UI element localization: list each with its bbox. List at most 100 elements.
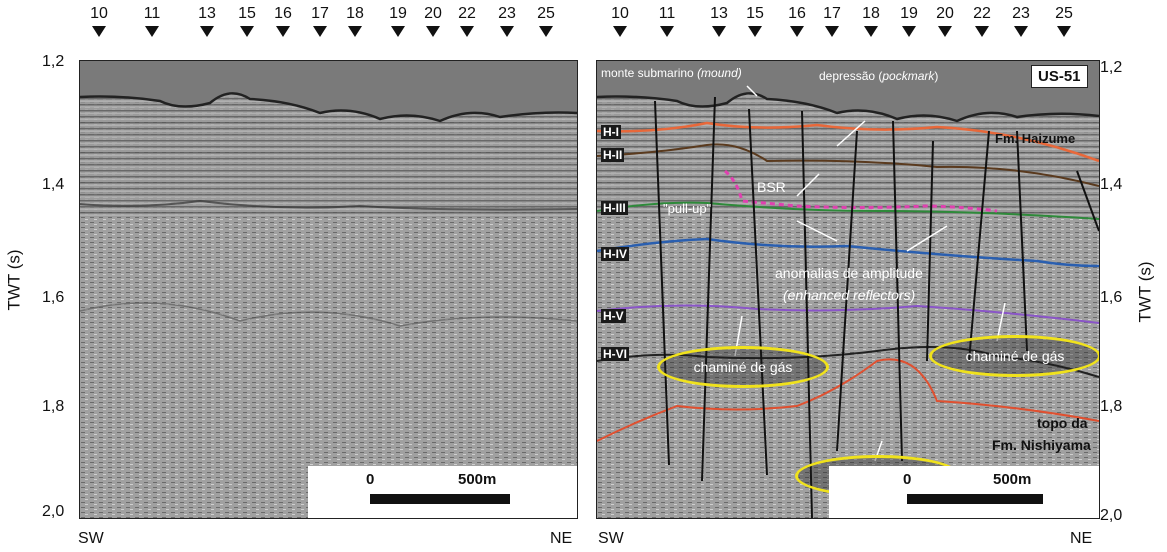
y-tick-right: 1,2 bbox=[1100, 59, 1123, 76]
down-triangle-icon bbox=[276, 26, 290, 37]
down-triangle-icon bbox=[348, 26, 362, 37]
down-triangle-icon bbox=[748, 26, 762, 37]
y-tick-right: 1,4 bbox=[1100, 176, 1123, 193]
horizon-h5 bbox=[597, 304, 1099, 324]
horizon-label: H-III bbox=[601, 201, 628, 215]
annotation-pockmark: depressão (pockmark) bbox=[819, 69, 939, 83]
trace-marker-22: 22 bbox=[962, 4, 1002, 37]
down-triangle-icon bbox=[902, 26, 916, 37]
trace-marker-13: 13 bbox=[699, 4, 739, 37]
scale-zero-label-right: 0 bbox=[903, 471, 912, 488]
horizon-h3 bbox=[597, 201, 1099, 220]
down-triangle-icon bbox=[145, 26, 159, 37]
annotation-bsr: BSR bbox=[757, 179, 786, 195]
direction-sw-left: SW bbox=[78, 530, 104, 547]
trace-marker-18: 18 bbox=[335, 4, 375, 37]
scale-box-left-top bbox=[308, 466, 577, 496]
horizon-label: H-I bbox=[601, 125, 621, 139]
y-tick-left: 1,8 bbox=[42, 398, 65, 415]
trace-marker-15: 15 bbox=[735, 4, 775, 37]
down-triangle-icon bbox=[613, 26, 627, 37]
annotation-enhanced: (enhanced reflectors) bbox=[783, 287, 916, 303]
down-triangle-icon bbox=[460, 26, 474, 37]
down-triangle-icon bbox=[426, 26, 440, 37]
annotation-topo: topo da bbox=[1037, 415, 1088, 431]
trace-marker-13: 13 bbox=[187, 4, 227, 37]
y-axis-title-right: TWT (s) bbox=[1135, 261, 1155, 323]
down-triangle-icon bbox=[1057, 26, 1071, 37]
horizon-label: H-V bbox=[601, 309, 626, 323]
y-tick-right: 1,8 bbox=[1100, 398, 1123, 415]
y-tick-right: 2,0 bbox=[1100, 507, 1123, 524]
horizon-h2 bbox=[597, 143, 1099, 187]
down-triangle-icon bbox=[660, 26, 674, 37]
scale-bar-left bbox=[370, 494, 510, 504]
faults bbox=[654, 96, 1099, 518]
down-triangle-icon bbox=[712, 26, 726, 37]
down-triangle-icon bbox=[864, 26, 878, 37]
y-tick-left: 2,0 bbox=[42, 503, 65, 520]
down-triangle-icon bbox=[92, 26, 106, 37]
down-triangle-icon bbox=[975, 26, 989, 37]
scale-bar-right bbox=[907, 494, 1043, 504]
down-triangle-icon bbox=[938, 26, 952, 37]
trace-marker-11: 11 bbox=[647, 4, 687, 37]
y-axis-title-left: TWT (s) bbox=[4, 249, 24, 311]
trace-marker-18: 18 bbox=[851, 4, 891, 37]
trace-marker-16: 16 bbox=[263, 4, 303, 37]
down-triangle-icon bbox=[200, 26, 214, 37]
direction-ne-right: NE bbox=[1070, 530, 1093, 547]
trace-marker-10: 10 bbox=[600, 4, 640, 37]
horizon-label: H-VI bbox=[601, 347, 629, 361]
trace-marker-10: 10 bbox=[79, 4, 119, 37]
direction-ne-left: NE bbox=[550, 530, 573, 547]
trace-marker-22: 22 bbox=[447, 4, 487, 37]
horizon-nishiyama-top bbox=[597, 358, 1099, 442]
trace-marker-16: 16 bbox=[777, 4, 817, 37]
horizon-h1 bbox=[597, 121, 1099, 163]
horizon-label: H-II bbox=[601, 148, 625, 162]
seismic-panel-raw: 0 500m 0 500m bbox=[79, 60, 578, 519]
trace-marker-23: 23 bbox=[1001, 4, 1041, 37]
trace-marker-20: 20 bbox=[413, 4, 453, 37]
annotation-fm-haizume: Fm. Haizume bbox=[995, 131, 1076, 146]
down-triangle-icon bbox=[790, 26, 804, 37]
scale-length-label-left: 500m bbox=[458, 471, 497, 488]
scale-box-right bbox=[829, 466, 1099, 518]
trace-marker-11: 11 bbox=[132, 4, 172, 37]
trace-marker-17: 17 bbox=[300, 4, 340, 37]
down-triangle-icon bbox=[240, 26, 254, 37]
annotation-pullup: "pull-up" bbox=[663, 201, 712, 216]
seismic-panel-interpreted: US-51 monte submarino (mound) depressão … bbox=[596, 60, 1100, 519]
line-id-label: US-51 bbox=[1031, 65, 1088, 88]
trace-marker-19: 19 bbox=[378, 4, 418, 37]
annotation-mound: monte submarino (mound) bbox=[601, 66, 742, 80]
down-triangle-icon bbox=[1014, 26, 1028, 37]
trace-marker-17: 17 bbox=[812, 4, 852, 37]
down-triangle-icon bbox=[313, 26, 327, 37]
trace-marker-20: 20 bbox=[925, 4, 965, 37]
trace-marker-23: 23 bbox=[487, 4, 527, 37]
scale-zero-label-left: 0 bbox=[366, 471, 375, 488]
down-triangle-icon bbox=[539, 26, 553, 37]
gas-chimney-ellipse: chaminé de gás bbox=[657, 346, 829, 388]
down-triangle-icon bbox=[391, 26, 405, 37]
trace-marker-25: 25 bbox=[1044, 4, 1084, 37]
annotation-nishiyama: Fm. Nishiyama bbox=[992, 437, 1091, 453]
horizon-h4 bbox=[597, 237, 1099, 268]
y-tick-left: 1,6 bbox=[42, 289, 65, 306]
scale-length-label-right: 500m bbox=[993, 471, 1032, 488]
seismic-image-raw bbox=[80, 61, 577, 518]
trace-marker-25: 25 bbox=[526, 4, 566, 37]
y-tick-left: 1,2 bbox=[42, 53, 65, 70]
annotation-amplitude: anomalias de amplitude bbox=[775, 265, 923, 281]
y-tick-left: 1,4 bbox=[42, 176, 65, 193]
y-tick-right: 1,6 bbox=[1100, 289, 1123, 306]
trace-marker-19: 19 bbox=[889, 4, 929, 37]
gas-chimney-ellipse: chaminé de gás bbox=[929, 335, 1099, 377]
direction-sw-right: SW bbox=[598, 530, 624, 547]
horizon-label: H-IV bbox=[601, 247, 629, 261]
seismic-image-interpreted bbox=[597, 61, 1099, 518]
trace-marker-15: 15 bbox=[227, 4, 267, 37]
down-triangle-icon bbox=[825, 26, 839, 37]
